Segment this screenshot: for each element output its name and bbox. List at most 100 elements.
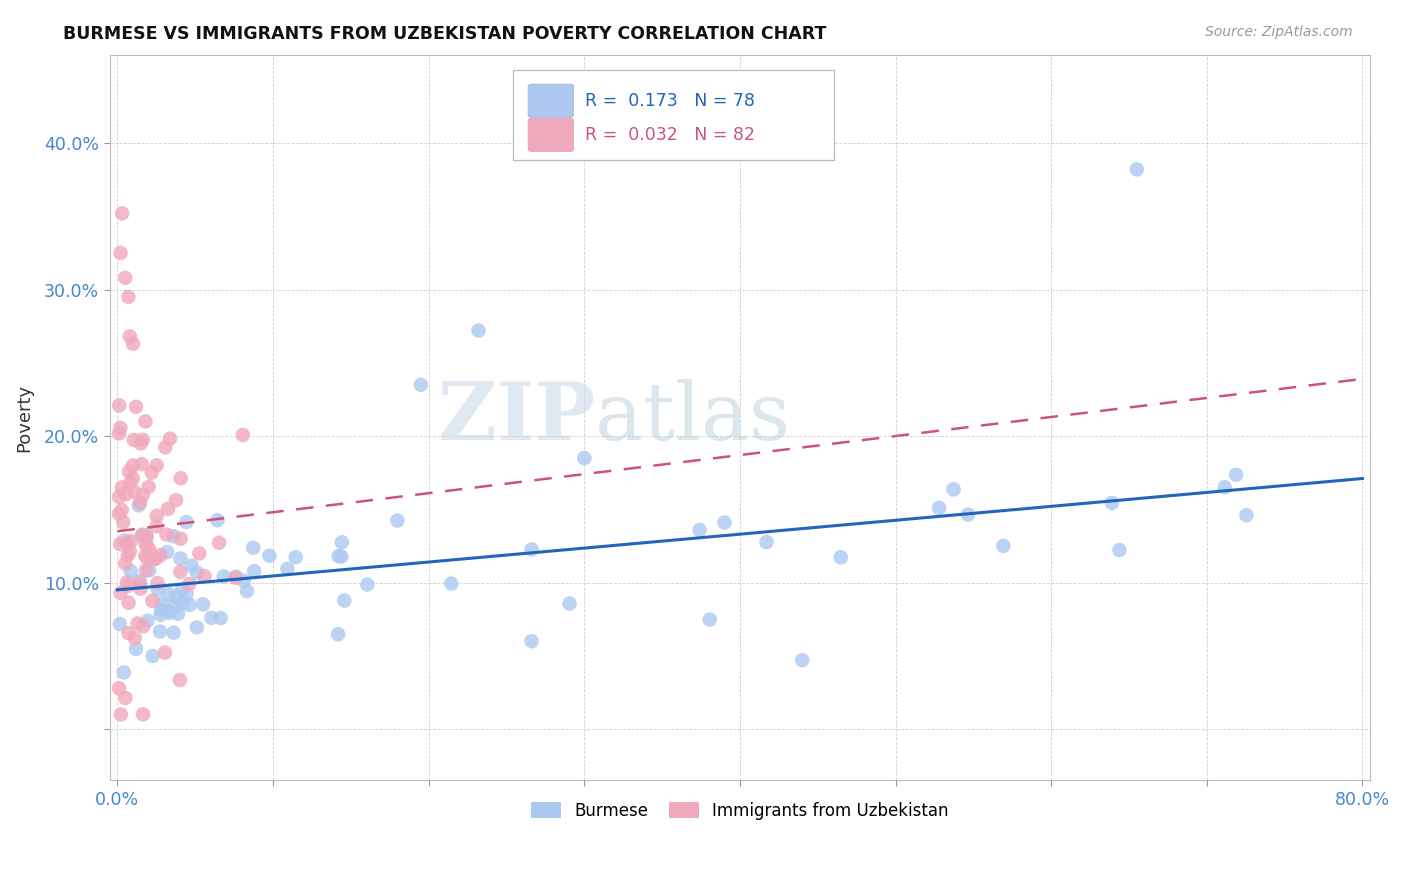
Point: [135, 530, 157, 544]
Point: [993, 539, 1015, 553]
Text: atlas: atlas: [595, 379, 790, 457]
Point: [111, 503, 134, 517]
Point: [928, 500, 950, 515]
Point: [755, 535, 778, 549]
Point: [284, 550, 307, 565]
Point: [440, 576, 463, 591]
Point: [128, 499, 150, 513]
Point: [409, 377, 432, 392]
Point: [115, 536, 138, 550]
Point: [200, 611, 222, 625]
Point: [138, 480, 160, 494]
Point: [232, 574, 254, 588]
Point: [1213, 480, 1236, 494]
Point: [112, 665, 135, 680]
Point: [574, 450, 596, 465]
Point: [156, 604, 179, 618]
Point: [1225, 467, 1247, 482]
Point: [167, 607, 190, 621]
Point: [157, 606, 180, 620]
Point: [956, 508, 979, 522]
Point: [157, 587, 180, 601]
Text: R =  0.032   N = 82: R = 0.032 N = 82: [585, 126, 755, 144]
Point: [110, 586, 132, 600]
Point: [169, 551, 191, 566]
Point: [942, 483, 965, 497]
Point: [236, 584, 259, 599]
Point: [108, 537, 131, 551]
Point: [138, 563, 160, 577]
Point: [114, 557, 136, 571]
Point: [128, 576, 150, 591]
Point: [120, 475, 142, 490]
Point: [143, 552, 166, 566]
Point: [121, 471, 143, 485]
Point: [172, 582, 194, 597]
Point: [328, 549, 350, 563]
Point: [108, 507, 131, 521]
Point: [1108, 543, 1130, 558]
Text: R =  0.173   N = 78: R = 0.173 N = 78: [585, 92, 755, 110]
Point: [110, 707, 132, 722]
Point: [689, 523, 711, 537]
Point: [111, 480, 134, 494]
Point: [176, 515, 198, 529]
Point: [150, 597, 173, 611]
Point: [209, 611, 232, 625]
Point: [225, 569, 247, 583]
Point: [129, 436, 152, 450]
Point: [191, 598, 214, 612]
Point: [131, 457, 153, 471]
Point: [159, 432, 181, 446]
Point: [114, 690, 136, 705]
Point: [124, 485, 146, 500]
Point: [128, 574, 150, 588]
Point: [179, 577, 201, 591]
Point: [136, 539, 159, 553]
Point: [330, 549, 353, 564]
Point: [212, 569, 235, 583]
Point: [108, 617, 131, 632]
Point: [176, 587, 198, 601]
Point: [153, 646, 176, 660]
Point: [122, 458, 145, 473]
Point: [129, 582, 152, 596]
Point: [115, 575, 138, 590]
Point: [242, 541, 264, 555]
Point: [129, 496, 152, 510]
Y-axis label: Poverty: Poverty: [15, 384, 32, 451]
Point: [117, 290, 139, 304]
Point: [132, 433, 155, 447]
Point: [118, 329, 141, 343]
Legend: Burmese, Immigrants from Uzbekistan: Burmese, Immigrants from Uzbekistan: [524, 795, 955, 826]
Point: [108, 681, 131, 696]
Point: [110, 421, 132, 435]
Point: [186, 620, 208, 634]
Point: [1125, 162, 1147, 177]
Point: [112, 515, 135, 529]
Point: [134, 414, 156, 428]
Point: [156, 501, 179, 516]
Point: [156, 527, 179, 541]
Text: ZIP: ZIP: [437, 379, 595, 457]
Point: [156, 545, 179, 559]
Point: [108, 490, 131, 504]
Point: [149, 607, 172, 622]
Point: [118, 465, 141, 479]
Point: [179, 598, 201, 612]
Point: [356, 577, 378, 591]
Point: [131, 528, 153, 542]
Point: [259, 549, 281, 563]
Point: [114, 270, 136, 285]
Point: [1234, 508, 1257, 523]
Point: [122, 336, 145, 351]
Point: [114, 487, 136, 501]
Point: [108, 399, 131, 413]
Point: [1101, 496, 1123, 510]
Point: [124, 631, 146, 645]
Text: Source: ZipAtlas.com: Source: ZipAtlas.com: [1205, 25, 1353, 39]
Point: [117, 579, 139, 593]
Point: [132, 488, 155, 502]
Point: [112, 533, 135, 548]
Point: [162, 625, 184, 640]
